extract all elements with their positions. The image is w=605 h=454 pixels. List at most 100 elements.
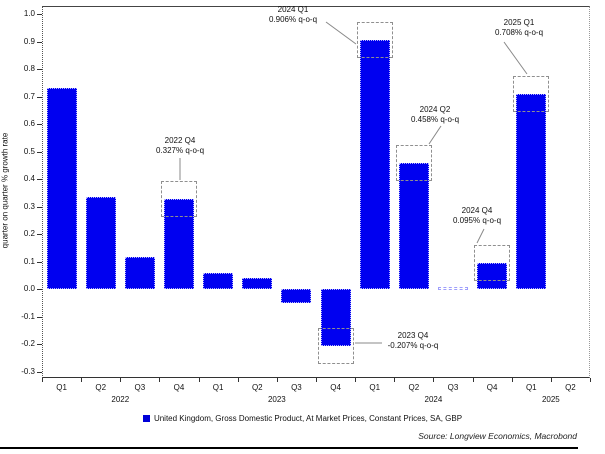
y-tick-label: 0.7 (23, 91, 35, 101)
y-axis-tick (37, 261, 42, 263)
y-tick-label: 0.9 (23, 36, 35, 46)
forecast-range-box (395, 145, 432, 181)
annotation-value-label: 0.327% q-o-q (155, 146, 205, 155)
annotation-value-label: 0.906% q-o-q (268, 15, 318, 24)
bar (320, 289, 351, 346)
y-tick-label: 0.8 (23, 64, 35, 73)
legend: United Kingdom, Gross Domestic Product, … (0, 414, 605, 423)
x-tick-label: Q3 (134, 383, 146, 392)
x-axis-tick (159, 378, 161, 382)
bar-annotation: 2022 Q4 0.327% q-o-q (120, 136, 240, 156)
bar-annotation: 2024 Q1 0.906% q-o-q (233, 5, 353, 25)
bar (359, 39, 390, 289)
x-tick-label: Q2 (565, 383, 576, 392)
annotation-leader-line (325, 21, 357, 45)
annotation-leader-line (503, 41, 528, 75)
y-axis-tick (37, 41, 42, 43)
y-axis-tick (37, 96, 42, 98)
y-tick-label: -0.1 (21, 311, 35, 321)
bar-annotation: 2025 Q1 0.708% q-o-q (459, 18, 579, 38)
y-axis-tick (37, 344, 42, 345)
y-tick-label: -0.2 (21, 339, 35, 348)
x-tick-label: Q2 (95, 383, 107, 392)
annotation-value-label: -0.207% q-o-q (387, 341, 439, 350)
x-year-label: 2023 (267, 395, 286, 404)
bar-annotation: 2023 Q4 -0.207% q-o-q (353, 331, 473, 351)
bar-zero-value (438, 287, 468, 290)
legend-marker-icon (142, 415, 150, 422)
bar (124, 257, 155, 289)
bar (398, 163, 429, 289)
annotation-leader-line (476, 228, 485, 244)
legend-label: United Kingdom, Gross Domestic Product, … (153, 414, 463, 423)
bar-annotation: 2024 Q2 0.458% q-o-q (375, 105, 495, 125)
x-tick-label: Q1 (525, 383, 537, 392)
y-tick-label: -0.3 (21, 366, 35, 376)
bar (477, 262, 508, 289)
plot-area (42, 6, 590, 378)
bottom-divider (0, 447, 578, 449)
x-axis-tick (433, 378, 435, 382)
x-axis-tick (81, 378, 83, 382)
x-tick-label: Q4 (173, 383, 185, 392)
bar (281, 289, 312, 303)
x-tick-label: Q2 (251, 383, 263, 392)
forecast-range-box (161, 181, 197, 217)
y-tick-label: 0.5 (23, 146, 35, 156)
x-year-label: 2024 (424, 395, 443, 404)
y-tick-label: 0.1 (23, 256, 35, 266)
x-tick-label: Q1 (369, 383, 381, 392)
annotation-value-label: 0.708% q-o-q (494, 28, 544, 37)
y-axis-tick (37, 234, 42, 235)
bar (85, 196, 116, 289)
annotation-quarter-label: 2025 Q1 (503, 18, 535, 27)
x-axis-tick (42, 378, 43, 382)
x-tick-label: Q3 (447, 383, 459, 392)
x-axis-tick (472, 378, 474, 382)
x-axis-tick (237, 378, 239, 382)
forecast-range-box (356, 21, 393, 58)
x-year-label: 2022 (111, 395, 130, 404)
forecast-range-box (513, 76, 550, 113)
x-axis-tick (355, 378, 357, 382)
bar (203, 272, 234, 289)
annotation-quarter-label: 2024 Q4 (461, 206, 493, 215)
annotation-quarter-label: 2022 Q4 (164, 136, 196, 145)
bar (516, 94, 547, 289)
annotation-leader-line (428, 125, 442, 145)
annotation-quarter-label: 2023 Q4 (397, 331, 429, 340)
annotation-value-label: 0.458% q-o-q (410, 115, 460, 124)
forecast-range-box (474, 245, 511, 281)
y-axis-tick (37, 124, 42, 125)
y-tick-label: 0.0 (23, 284, 35, 293)
y-tick-label: 1.0 (23, 9, 35, 18)
annotation-quarter-label: 2024 Q2 (419, 105, 451, 114)
x-tick-label: Q3 (291, 383, 302, 392)
x-tick-label: Q1 (212, 383, 224, 392)
forecast-range-box (317, 328, 354, 364)
x-tick-label: Q4 (330, 383, 341, 392)
x-axis-tick (316, 378, 317, 382)
y-tick-label: 0.6 (23, 119, 35, 128)
bar (46, 88, 77, 289)
x-axis-tick (198, 378, 200, 382)
y-tick-label: 0.4 (23, 174, 35, 183)
y-axis-tick (37, 179, 42, 180)
x-axis-tick (276, 378, 278, 382)
x-axis-tick (120, 378, 122, 382)
bar-annotation: 2024 Q4 0.095% q-o-q (417, 206, 537, 226)
x-axis-tick (511, 378, 513, 382)
y-axis-tick (37, 371, 42, 373)
x-axis-tick (394, 378, 396, 382)
y-axis-tick (37, 69, 42, 70)
x-year-label: 2025 (541, 395, 560, 404)
y-tick-label: 0.3 (23, 201, 35, 211)
y-axis-tick (37, 14, 42, 15)
x-axis-tick (590, 378, 591, 382)
bar (242, 278, 273, 289)
y-axis-tick (37, 151, 42, 153)
annotation-quarter-label: 2024 Q1 (277, 5, 309, 14)
y-axis-tick (37, 289, 42, 290)
